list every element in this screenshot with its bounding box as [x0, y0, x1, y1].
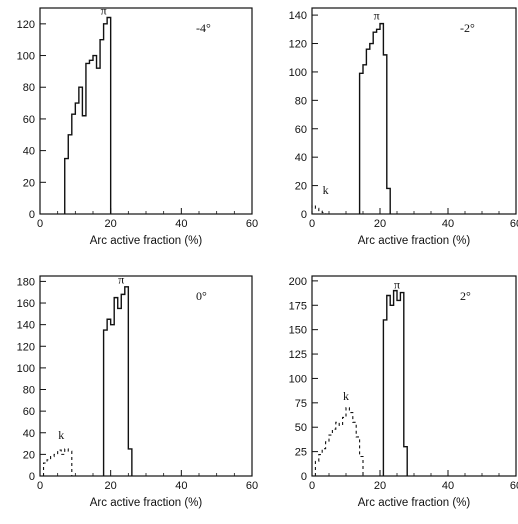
plot-frame: [39, 275, 253, 477]
y-tick-label: 75: [295, 398, 307, 410]
y-tick-label: 0: [301, 209, 307, 221]
x-tick-label: 60: [510, 218, 518, 230]
y-tick-label: 20: [295, 181, 307, 193]
y-tick-label: 140: [289, 10, 307, 22]
plot-frame: [311, 7, 517, 215]
series-pi-histogram: [382, 289, 408, 476]
x-tick-label: 40: [175, 218, 187, 230]
y-tick-label: 120: [17, 19, 35, 31]
x-tick-label: 20: [105, 218, 117, 230]
x-tick-label: 40: [442, 218, 454, 230]
x-tick-label: 0: [309, 480, 315, 492]
y-tick-label: 100: [289, 67, 307, 79]
y-tick-label: 60: [23, 114, 35, 126]
y-tick-label: 100: [17, 363, 35, 375]
panel-plus2: 0 20 40 60 0 25 50 75 100 125 150 175 200 Arc active …: [289, 275, 518, 509]
y-tick-label: 20: [23, 177, 35, 189]
x-tick-label: 40: [442, 480, 454, 492]
x-tick-label: 20: [374, 480, 386, 492]
series-k-histogram: [314, 407, 364, 476]
y-tick-label: 200: [289, 276, 307, 288]
x-tick-label: 60: [246, 480, 258, 492]
y-tick-label: 40: [23, 428, 35, 440]
y-tick-label: 50: [295, 422, 307, 434]
x-tick-label: 0: [37, 480, 43, 492]
y-tick-label: 150: [289, 325, 307, 337]
y-tick-label: 100: [17, 51, 35, 63]
panel-minus4: 0 20 40 60 0 20 40 60 80 100 120 Arc active fractio…: [17, 3, 258, 247]
x-tick-label: 20: [105, 480, 117, 492]
y-tick-label: 160: [17, 298, 35, 310]
y-tick-label: 25: [295, 447, 307, 459]
plot-frame: [39, 7, 253, 215]
x-tick-label: 60: [246, 218, 258, 230]
y-tick-label: 120: [289, 39, 307, 51]
panel-zero: 0 20 40 60 0 20 40 60 80 100 120 140 160 180 Arc activ…: [17, 273, 258, 509]
x-tick-label: 0: [309, 218, 315, 230]
y-tick-label: 80: [23, 82, 35, 94]
particle-label: k: [323, 183, 329, 197]
series-k-histogram: [311, 204, 327, 214]
x-tick-label: 0: [37, 218, 43, 230]
y-tick-label: 100: [289, 373, 307, 385]
plot-frame: [311, 275, 517, 477]
particle-label: π: [374, 8, 380, 22]
series-pi-histogram: [102, 286, 133, 476]
y-tick-label: 120: [17, 341, 35, 353]
series-pi-histogram: [358, 22, 391, 214]
x-axis-label: Arc active fraction (%): [90, 235, 203, 247]
y-tick-label: 40: [23, 146, 35, 158]
panel-angle-label: 2°: [460, 289, 471, 303]
y-tick-label: 80: [23, 385, 35, 397]
particle-label: π: [394, 278, 400, 292]
x-axis-label: Arc active fraction (%): [358, 235, 471, 247]
particle-label: π: [101, 3, 107, 17]
y-tick-label: 80: [295, 95, 307, 107]
y-tick-label: 140: [17, 320, 35, 332]
x-tick-label: 20: [374, 218, 386, 230]
y-tick-label: 175: [289, 300, 307, 312]
particle-label: k: [343, 389, 349, 403]
x-tick-label: 60: [510, 480, 518, 492]
x-axis-label: Arc active fraction (%): [90, 497, 203, 509]
series-pi-histogram: [64, 16, 112, 214]
panel-angle-label: -2°: [460, 21, 475, 35]
panel-angle-label: -4°: [196, 21, 211, 35]
x-tick-label: 40: [175, 480, 187, 492]
panel-minus2: 0 20 40 60 0 20 40 60 80 100 120 140 Arc active frac…: [289, 7, 518, 247]
y-tick-label: 180: [17, 276, 35, 288]
y-tick-label: 125: [289, 349, 307, 361]
y-tick-label: 0: [29, 471, 35, 483]
particle-label: π: [118, 273, 124, 287]
series-k-histogram: [42, 448, 73, 476]
x-axis-label: Arc active fraction (%): [358, 497, 471, 509]
y-tick-label: 0: [29, 209, 35, 221]
y-tick-label: 60: [295, 124, 307, 136]
y-tick-label: 20: [23, 449, 35, 461]
particle-label: k: [58, 428, 64, 442]
panel-angle-label: 0°: [196, 289, 207, 303]
y-tick-label: 40: [295, 152, 307, 164]
y-tick-label: 0: [301, 471, 307, 483]
y-tick-label: 60: [23, 406, 35, 418]
